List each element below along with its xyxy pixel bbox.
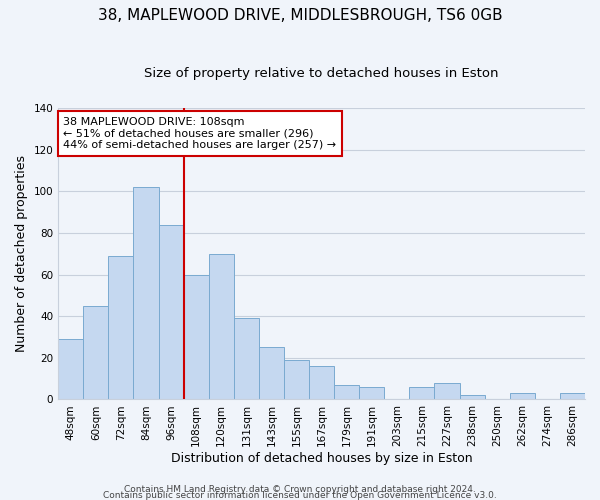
Bar — [83, 306, 109, 400]
Bar — [109, 256, 133, 400]
Title: Size of property relative to detached houses in Eston: Size of property relative to detached ho… — [145, 68, 499, 80]
Text: Contains public sector information licensed under the Open Government Licence v3: Contains public sector information licen… — [103, 491, 497, 500]
Bar — [359, 387, 385, 400]
Bar — [334, 385, 359, 400]
Bar — [209, 254, 234, 400]
Text: 38, MAPLEWOOD DRIVE, MIDDLESBROUGH, TS6 0GB: 38, MAPLEWOOD DRIVE, MIDDLESBROUGH, TS6 … — [98, 8, 502, 22]
Bar — [309, 366, 334, 400]
Y-axis label: Number of detached properties: Number of detached properties — [15, 156, 28, 352]
Bar — [284, 360, 309, 400]
X-axis label: Distribution of detached houses by size in Eston: Distribution of detached houses by size … — [171, 452, 472, 465]
Bar — [234, 318, 259, 400]
Bar — [434, 383, 460, 400]
Bar — [58, 339, 83, 400]
Bar — [158, 224, 184, 400]
Bar — [259, 348, 284, 400]
Bar — [460, 396, 485, 400]
Text: 38 MAPLEWOOD DRIVE: 108sqm
← 51% of detached houses are smaller (296)
44% of sem: 38 MAPLEWOOD DRIVE: 108sqm ← 51% of deta… — [64, 117, 337, 150]
Bar — [184, 274, 209, 400]
Bar — [560, 393, 585, 400]
Bar — [510, 393, 535, 400]
Text: Contains HM Land Registry data © Crown copyright and database right 2024.: Contains HM Land Registry data © Crown c… — [124, 485, 476, 494]
Bar — [409, 387, 434, 400]
Bar — [133, 187, 158, 400]
